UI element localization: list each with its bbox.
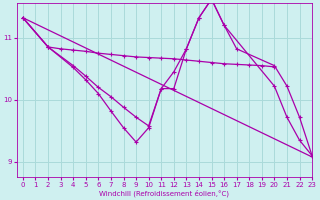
X-axis label: Windchill (Refroidissement éolien,°C): Windchill (Refroidissement éolien,°C) [100, 189, 229, 197]
